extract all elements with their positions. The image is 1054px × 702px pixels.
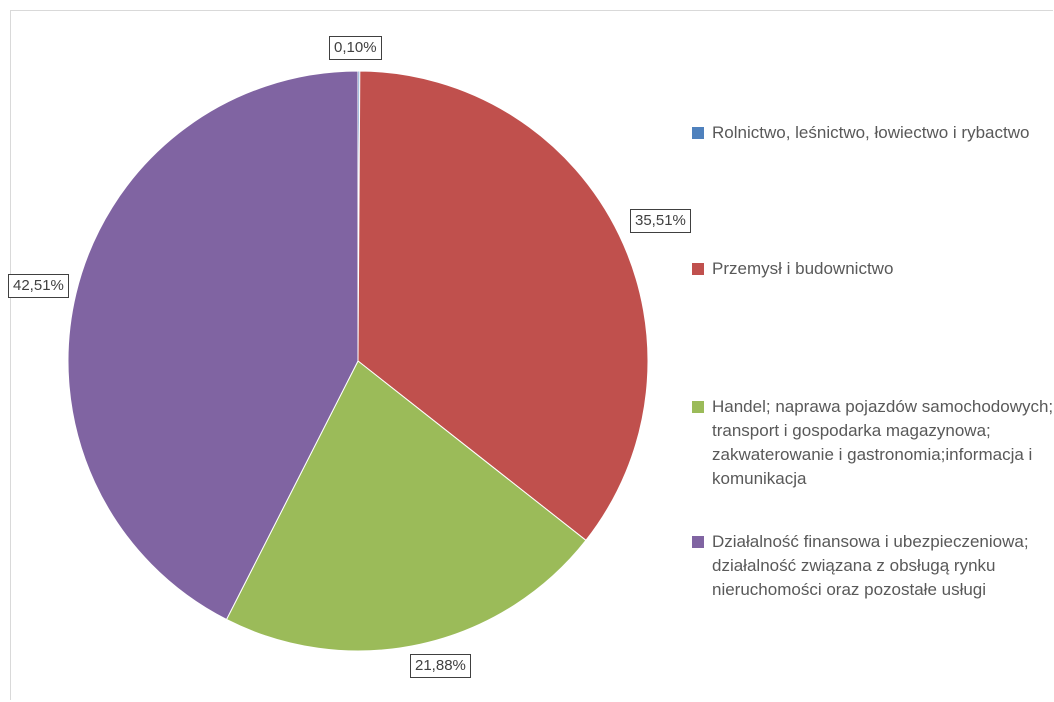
data-label-przemysl: 35,51%: [630, 209, 691, 233]
legend-label: Handel; naprawa pojazdów samochodowych; …: [712, 397, 1054, 488]
legend-swatch: [692, 536, 704, 548]
legend-item-handel: Handel; naprawa pojazdów samochodowych; …: [692, 395, 1054, 491]
legend-item-rolnictwo: Rolnictwo, leśnictwo, łowiectwo i rybact…: [692, 121, 1054, 145]
legend-item-przemysl: Przemysł i budownictwo: [692, 257, 1054, 281]
data-label-handel: 21,88%: [410, 654, 471, 678]
data-label-finanse: 42,51%: [8, 274, 69, 298]
legend-item-finanse: Działalność finansowa i ubezpieczeniowa;…: [692, 530, 1054, 602]
legend-label: Rolnictwo, leśnictwo, łowiectwo i rybact…: [712, 123, 1030, 142]
legend-label: Działalność finansowa i ubezpieczeniowa;…: [712, 532, 1029, 599]
pie-slice-przemysl: [357, 70, 649, 542]
pie-slice-handel: [225, 360, 587, 652]
legend-swatch: [692, 401, 704, 413]
legend-swatch: [692, 127, 704, 139]
pie-slice-finanse: [67, 70, 359, 621]
chart-frame: [10, 10, 1053, 700]
legend-label: Przemysł i budownictwo: [712, 259, 894, 278]
legend-swatch: [692, 263, 704, 275]
data-label-rolnictwo: 0,10%: [329, 36, 382, 60]
